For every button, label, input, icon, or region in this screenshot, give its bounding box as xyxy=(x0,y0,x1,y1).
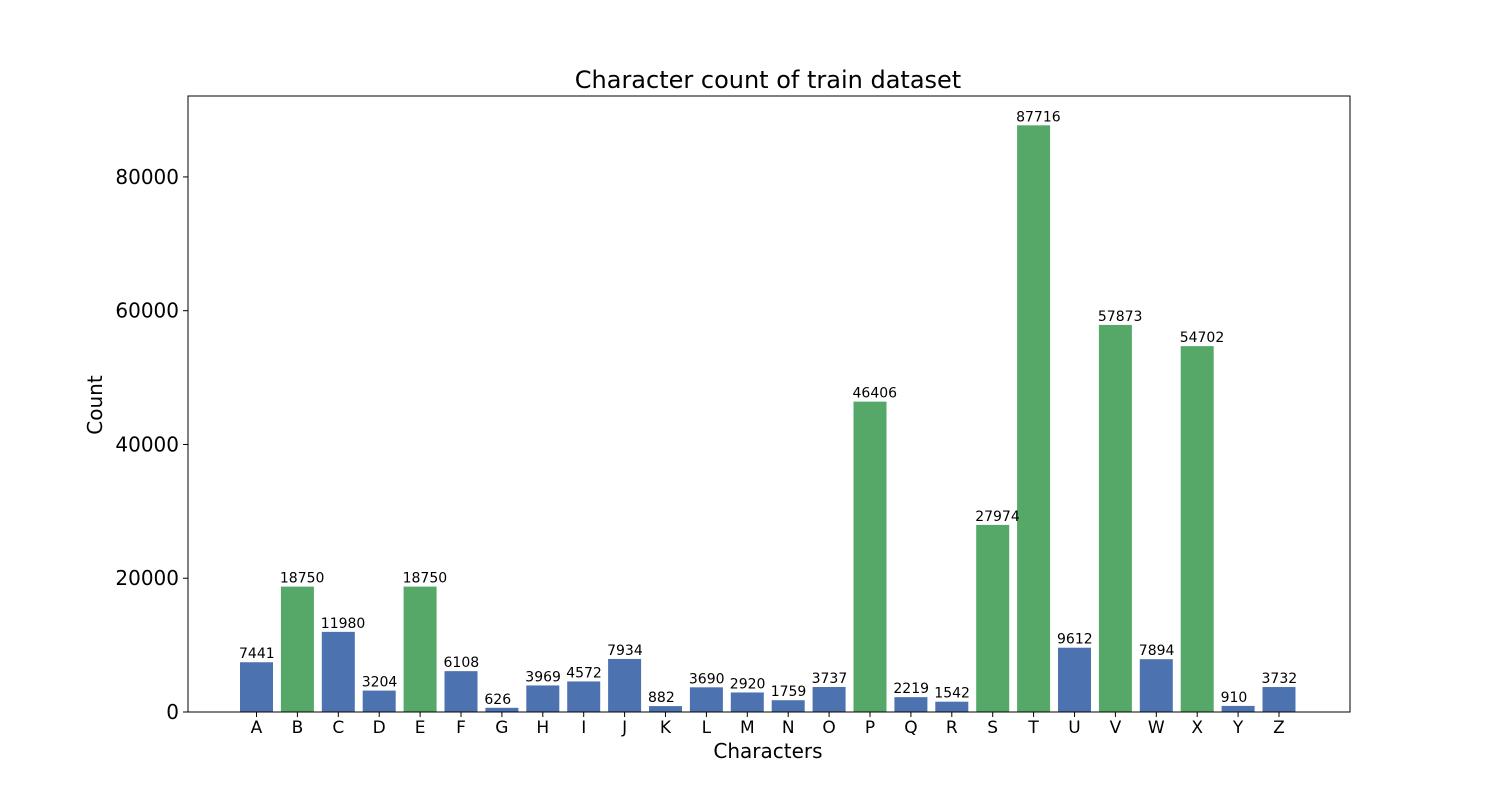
data-label-U: 9612 xyxy=(1057,632,1093,648)
data-label-R: 1542 xyxy=(934,686,970,702)
x-tick-label-R: R xyxy=(946,718,958,738)
bar-R xyxy=(935,701,969,712)
bar-J xyxy=(608,658,642,712)
plot-area-frame xyxy=(187,95,1351,713)
x-tick-label-G: G xyxy=(495,718,508,738)
bar-W xyxy=(1139,659,1173,712)
bar-Z xyxy=(1262,687,1296,712)
data-label-K: 882 xyxy=(648,690,675,706)
bar-E xyxy=(403,586,437,712)
bar-T xyxy=(1017,125,1051,712)
bar-V xyxy=(1098,324,1132,712)
x-tick-label-P: P xyxy=(865,718,875,738)
bar-Q xyxy=(894,697,928,712)
x-tick-label-Q: Q xyxy=(904,718,917,738)
bar-B xyxy=(280,586,314,712)
x-tick-label-A: A xyxy=(251,718,263,738)
bar-F xyxy=(444,671,478,712)
data-label-Y: 910 xyxy=(1221,690,1248,706)
bar-S xyxy=(976,524,1010,712)
x-tick-label-K: K xyxy=(660,718,672,738)
data-label-S: 27974 xyxy=(975,509,1020,525)
data-label-L: 3690 xyxy=(689,671,725,687)
x-tick-label-E: E xyxy=(415,718,426,738)
y-tick-label-0: 0 xyxy=(166,700,179,724)
bar-G xyxy=(485,707,519,712)
data-label-H: 3969 xyxy=(525,669,561,685)
x-tick-label-V: V xyxy=(1110,718,1122,738)
y-tick-label-40000: 40000 xyxy=(115,432,179,456)
x-tick-label-X: X xyxy=(1191,718,1203,738)
x-tick-label-H: H xyxy=(536,718,549,738)
x-tick-label-L: L xyxy=(702,718,712,738)
bar-H xyxy=(526,685,560,712)
bar-Y xyxy=(1221,705,1255,712)
data-label-A: 7441 xyxy=(239,646,275,662)
data-label-N: 1759 xyxy=(771,684,807,700)
x-tick-label-S: S xyxy=(987,718,998,738)
data-label-G: 626 xyxy=(484,692,511,708)
data-label-D: 3204 xyxy=(362,675,398,691)
data-label-C: 11980 xyxy=(321,616,366,632)
bar-N xyxy=(771,700,805,712)
x-tick-label-O: O xyxy=(822,718,835,738)
data-label-T: 87716 xyxy=(1016,109,1061,125)
data-label-X: 54702 xyxy=(1180,330,1225,346)
x-tick-label-B: B xyxy=(292,718,304,738)
data-label-P: 46406 xyxy=(853,386,898,402)
x-tick-label-Y: Y xyxy=(1232,718,1244,738)
x-tick-label-M: M xyxy=(740,718,755,738)
data-label-J: 7934 xyxy=(607,643,643,659)
y-tick-label-80000: 80000 xyxy=(115,165,179,189)
bar-U xyxy=(1058,647,1091,712)
data-label-W: 7894 xyxy=(1139,643,1175,659)
x-tick-label-U: U xyxy=(1068,718,1080,738)
x-tick-label-J: J xyxy=(621,718,627,738)
chart-title: Character count of train dataset xyxy=(575,66,961,94)
y-tick-label-60000: 60000 xyxy=(115,299,179,323)
bar-C xyxy=(321,631,355,712)
bar-M xyxy=(730,692,764,712)
x-tick-label-D: D xyxy=(373,718,386,738)
data-label-F: 6108 xyxy=(444,655,480,671)
data-label-V: 57873 xyxy=(1098,309,1143,325)
bar-I xyxy=(567,681,601,712)
data-label-B: 18750 xyxy=(280,571,325,587)
bar-D xyxy=(362,690,396,712)
x-tick-label-Z: Z xyxy=(1273,718,1285,738)
x-tick-label-C: C xyxy=(332,718,344,738)
data-label-Q: 2219 xyxy=(893,681,929,697)
y-axis-label: Count xyxy=(83,375,107,435)
x-tick-label-T: T xyxy=(1027,718,1039,738)
bar-A xyxy=(240,662,273,712)
data-labels-group: 7441 18750 11980 3204 18750 6108 626 3969 4572 79… xyxy=(239,109,1297,707)
x-tick-label-N: N xyxy=(782,718,795,738)
x-tick-label-W: W xyxy=(1148,718,1165,738)
x-tick-label-I: I xyxy=(581,718,586,738)
x-tick-label-F: F xyxy=(456,718,466,738)
data-label-M: 2920 xyxy=(730,676,766,692)
bar-L xyxy=(689,687,723,712)
data-label-Z: 3732 xyxy=(1262,671,1298,687)
bar-P xyxy=(853,401,887,712)
x-axis-ticks: A B C D E F G H I J K L M N O P Q R S T U V W X Y Z xyxy=(251,712,1285,738)
y-axis-ticks: 0 20000 40000 60000 80000 xyxy=(115,165,188,724)
bar-O xyxy=(812,687,846,712)
data-label-O: 3737 xyxy=(812,671,848,687)
data-label-E: 18750 xyxy=(403,571,448,587)
x-axis-label: Characters xyxy=(713,739,822,763)
bar-K xyxy=(649,706,682,712)
data-label-I: 4572 xyxy=(566,665,602,681)
y-tick-label-20000: 20000 xyxy=(115,566,179,590)
bars-group xyxy=(240,125,1296,712)
bar-X xyxy=(1180,346,1214,712)
